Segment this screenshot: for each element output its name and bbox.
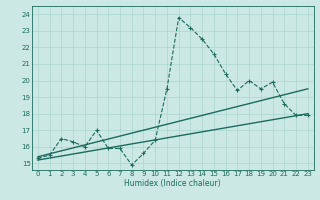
X-axis label: Humidex (Indice chaleur): Humidex (Indice chaleur)	[124, 179, 221, 188]
